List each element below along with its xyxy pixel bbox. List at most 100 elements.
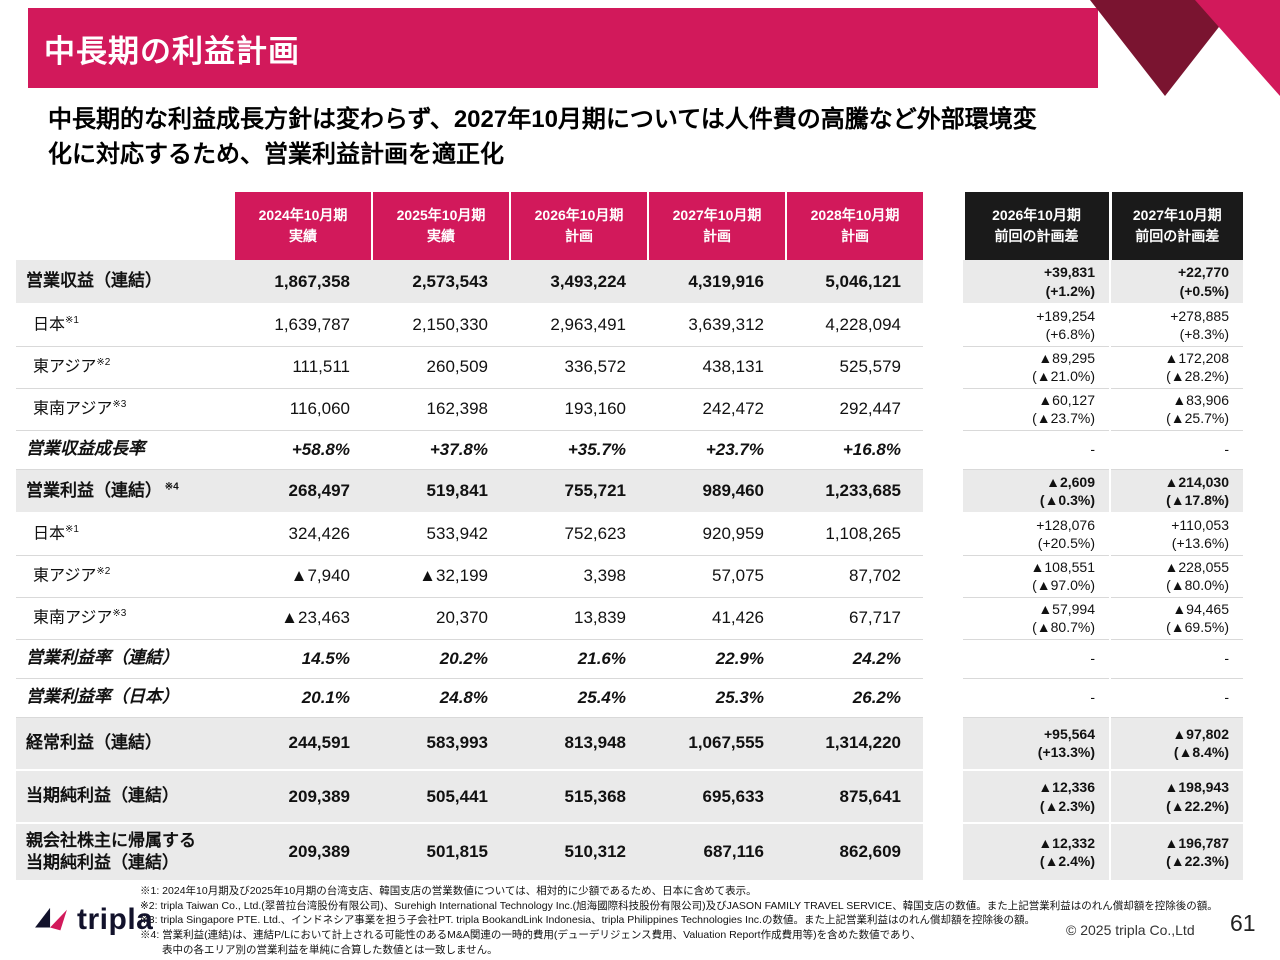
- diff-cell: -: [963, 430, 1110, 470]
- value-cell: 4,319,916: [648, 260, 786, 305]
- spacer-cell: [923, 469, 963, 513]
- value-cell: 525,579: [786, 346, 923, 389]
- row-label: 当期純利益（連結）: [16, 770, 234, 824]
- value-cell: 519,841: [372, 469, 510, 514]
- value-cell: 510,312: [510, 823, 648, 882]
- spacer-cell: [923, 513, 963, 555]
- value-cell: 20.2%: [372, 639, 510, 679]
- footnote-ref: ※3: [112, 607, 127, 619]
- row-label: 東南アジア※3: [16, 388, 234, 431]
- row-label-text: 東アジア: [33, 358, 97, 376]
- diff-cell: +189,254 (+6.8%): [963, 304, 1110, 347]
- value-cell: +58.8%: [234, 430, 372, 470]
- value-cell: 260,509: [372, 346, 510, 389]
- row-label: 経常利益（連結）: [16, 717, 234, 771]
- value-cell: 87,702: [786, 555, 923, 598]
- col-header-diff-fy2027: 2027年10月期 前回の計画差: [1108, 192, 1243, 260]
- page-title: 中長期の利益計画: [44, 33, 300, 69]
- spacer-cell: [923, 346, 963, 388]
- value-cell: ▲7,940: [234, 555, 372, 598]
- spacer-column: [923, 192, 963, 260]
- row-label: 親会社株主に帰属する 当期純利益（連結）: [16, 823, 234, 882]
- value-cell: 2,573,543: [372, 260, 510, 305]
- footnote-ref: ※3: [112, 398, 127, 410]
- value-cell: 695,633: [648, 770, 786, 824]
- value-cell: 111,511: [234, 346, 372, 389]
- row-label-text: 営業利益率（日本）: [26, 687, 179, 707]
- value-cell: 242,472: [648, 388, 786, 431]
- value-cell: 752,623: [510, 513, 648, 556]
- diff-cell: -: [963, 678, 1110, 718]
- diff-cell: +39,831 (+1.2%): [963, 260, 1110, 305]
- value-cell: 268,497: [234, 469, 372, 514]
- value-cell: 2,963,491: [510, 304, 648, 347]
- row-label-text: 東南アジア: [33, 609, 113, 627]
- table-corner-cell: [16, 192, 234, 260]
- value-cell: 67,717: [786, 597, 923, 640]
- value-cell: 57,075: [648, 555, 786, 598]
- copyright: © 2025 tripla Co.,Ltd: [1066, 922, 1195, 938]
- row-label: 日本※1: [16, 304, 234, 347]
- col-header-fy2028: 2028年10月期 計画: [785, 192, 923, 260]
- diff-cell: ▲172,208 (▲28.2%): [1109, 346, 1243, 389]
- row-label: 営業収益成長率: [16, 430, 234, 470]
- row-label-text: 東アジア: [33, 567, 97, 585]
- row-label: 東南アジア※3: [16, 597, 234, 640]
- spacer-cell: [923, 823, 963, 881]
- footnote-3: ※3: tripla Singapore PTE. Ltd.、インドネシア事業を…: [140, 914, 1035, 927]
- footnotes: ※1: 2024年10月期及び2025年10月期の台湾支店、韓国支店の営業数値に…: [140, 884, 1228, 957]
- row-label-text: 親会社株主に帰属する 当期純利益（連結）: [26, 830, 196, 872]
- diff-cell: ▲214,030 (▲17.8%): [1109, 469, 1243, 514]
- spacer-cell: [923, 678, 963, 717]
- spacer-cell: [923, 388, 963, 430]
- corner-decoration: [1070, 0, 1280, 96]
- row-label-text: 日本: [33, 525, 66, 543]
- value-cell: 1,867,358: [234, 260, 372, 305]
- value-cell: 515,368: [510, 770, 648, 824]
- diff-cell: +110,053 (+13.6%): [1109, 513, 1243, 556]
- diff-cell: ▲60,127 (▲23.7%): [963, 388, 1110, 431]
- profit-plan-table: 2024年10月期 実績 2025年10月期 実績 2026年10月期 計画 2…: [16, 192, 1243, 882]
- col-header-fy2026: 2026年10月期 計画: [509, 192, 648, 260]
- value-cell: 26.2%: [786, 678, 923, 718]
- value-cell: 1,108,265: [786, 513, 923, 556]
- footnote-ref: ※2: [96, 356, 111, 368]
- value-cell: 244,591: [234, 717, 372, 771]
- value-cell: 1,233,685: [786, 469, 923, 514]
- footnote-4: ※4: 営業利益(連結)は、連結P/Lにおいて計上される可能性のあるM&A関連の…: [140, 929, 922, 956]
- diff-cell: ▲12,332 (▲2.4%): [963, 823, 1110, 882]
- value-cell: 25.3%: [648, 678, 786, 718]
- table-row-operating-profit: 営業利益（連結） ※4 268,497 519,841 755,721 989,…: [16, 469, 1243, 514]
- table-row-southeast-asia-profit: 東南アジア※3 ▲23,463 20,370 13,839 41,426 67,…: [16, 597, 1243, 640]
- row-label-text: 経常利益（連結）: [26, 733, 162, 753]
- value-cell: +16.8%: [786, 430, 923, 470]
- value-cell: 209,389: [234, 770, 372, 824]
- diff-cell: ▲198,943 (▲22.2%): [1109, 770, 1243, 824]
- footnote-2: ※2: tripla Taiwan Co., Ltd.(翠普拉台湾股份有限公司)…: [140, 899, 1218, 912]
- value-cell: 3,493,224: [510, 260, 648, 305]
- value-cell: 162,398: [372, 388, 510, 431]
- row-label: 営業収益（連結）: [16, 260, 234, 305]
- diff-cell: ▲12,336 (▲2.3%): [963, 770, 1110, 824]
- value-cell: 22.9%: [648, 639, 786, 679]
- table-row-east-asia-revenue: 東アジア※2 111,511 260,509 336,572 438,131 5…: [16, 346, 1243, 389]
- diff-cell: +95,564 (+13.3%): [963, 717, 1110, 771]
- value-cell: 813,948: [510, 717, 648, 771]
- value-cell: 209,389: [234, 823, 372, 882]
- value-cell: ▲32,199: [372, 555, 510, 598]
- value-cell: 5,046,121: [786, 260, 923, 305]
- value-cell: 505,441: [372, 770, 510, 824]
- row-label-text: 東南アジア: [33, 400, 113, 418]
- diff-cell: ▲94,465 (▲69.5%): [1109, 597, 1243, 640]
- diff-cell: ▲2,609 (▲0.3%): [963, 469, 1110, 514]
- row-label-text: 営業収益（連結）: [26, 271, 162, 291]
- value-cell: 193,160: [510, 388, 648, 431]
- diff-cell: ▲97,802 (▲8.4%): [1109, 717, 1243, 771]
- row-label: 東アジア※2: [16, 555, 234, 598]
- table-row-net-profit: 当期純利益（連結） 209,389 505,441 515,368 695,63…: [16, 770, 1243, 824]
- value-cell: 41,426: [648, 597, 786, 640]
- table-row-revenue-growth-rate: 営業収益成長率 +58.8% +37.8% +35.7% +23.7% +16.…: [16, 430, 1243, 470]
- value-cell: 501,815: [372, 823, 510, 882]
- table-row-operating-revenue: 営業収益（連結） 1,867,358 2,573,543 3,493,224 4…: [16, 260, 1243, 305]
- footnote-ref: ※2: [96, 565, 111, 577]
